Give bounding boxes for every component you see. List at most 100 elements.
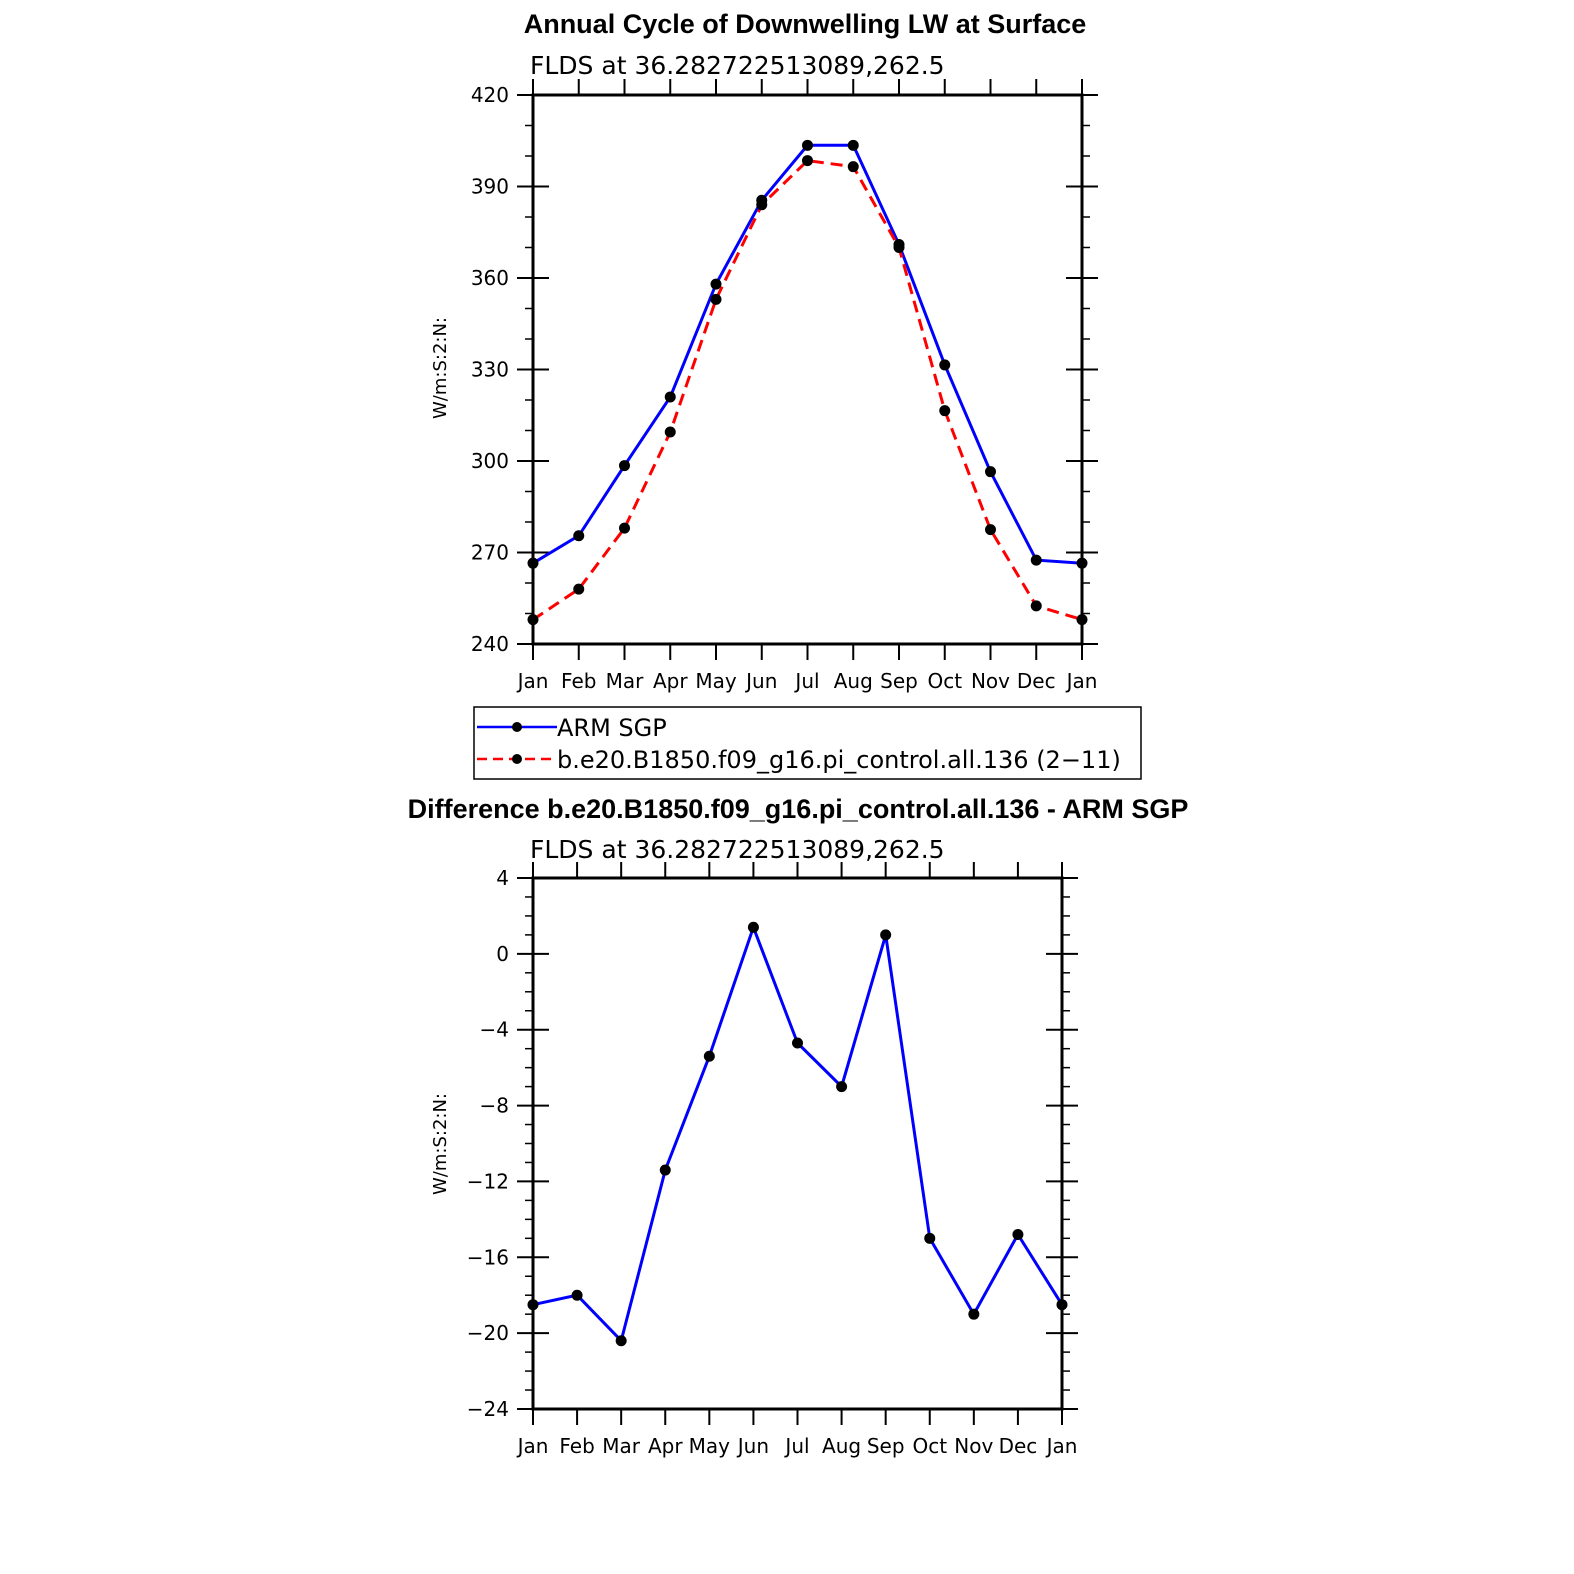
y-tick-label: 300 bbox=[471, 449, 509, 473]
y-tick-label: 4 bbox=[496, 866, 509, 890]
x-tick-label: Aug bbox=[822, 1434, 861, 1458]
x-tick-label: Oct bbox=[912, 1434, 947, 1458]
data-point bbox=[939, 359, 951, 371]
difference-chart: Difference b.e20.B1850.f09_g16.pi_contro… bbox=[408, 794, 1189, 1458]
x-tick-label: Jul bbox=[783, 1434, 809, 1458]
data-point bbox=[710, 293, 722, 305]
x-tick-label: Nov bbox=[954, 1434, 993, 1458]
x-tick-label: Mar bbox=[602, 1434, 641, 1458]
data-point bbox=[1076, 557, 1088, 569]
plot-border bbox=[531, 876, 1064, 1411]
y-tick-label: 330 bbox=[471, 358, 509, 382]
data-point bbox=[664, 426, 676, 438]
y-tick-label: 240 bbox=[471, 632, 509, 656]
data-point bbox=[802, 139, 813, 151]
y-tick-label: −8 bbox=[480, 1094, 509, 1118]
x-tick-label: Mar bbox=[606, 669, 645, 693]
chart-title: Annual Cycle of Downwelling LW at Surfac… bbox=[524, 9, 1087, 39]
x-tick-label: Sep bbox=[880, 669, 918, 693]
data-point bbox=[527, 1299, 539, 1311]
legend-box bbox=[473, 706, 1142, 780]
x-tick-label: Jan bbox=[1065, 669, 1098, 693]
chart-subtitle: FLDS at 36.282722513089,262.5 bbox=[530, 835, 945, 864]
data-point bbox=[619, 460, 630, 472]
x-tick-label: Feb bbox=[561, 669, 596, 693]
data-point bbox=[893, 242, 905, 253]
data-point bbox=[802, 155, 813, 167]
legend-label-arm-sgp: ARM SGP bbox=[557, 714, 667, 742]
x-tick-label: May bbox=[695, 669, 737, 693]
y-tick-label: −12 bbox=[467, 1169, 509, 1193]
x-tick-label: Dec bbox=[1017, 669, 1056, 693]
plot-frame: Jan Feb Mar Apr May Jun Jul Aug Sep Oct Nov Dec Jan 2… bbox=[471, 79, 1098, 693]
x-tick-label: Jun bbox=[744, 669, 777, 693]
data-point bbox=[836, 1081, 848, 1093]
series-line-0 bbox=[532, 143, 1083, 565]
data-point bbox=[939, 405, 951, 417]
data-point bbox=[1012, 1229, 1024, 1241]
y-axis-label: W/m:S:2:N: bbox=[430, 1093, 451, 1195]
data-point bbox=[880, 929, 892, 941]
data-point bbox=[527, 557, 539, 569]
x-tick-label: Jan bbox=[516, 1434, 549, 1458]
data-point bbox=[1030, 554, 1042, 566]
data-point bbox=[924, 1232, 936, 1244]
chart-subtitle: FLDS at 36.282722513089,262.5 bbox=[530, 51, 945, 80]
x-tick-label: Oct bbox=[927, 669, 962, 693]
y-tick-label: 420 bbox=[471, 83, 509, 107]
series-line-0 bbox=[532, 922, 1064, 1344]
data-point bbox=[985, 524, 996, 536]
x-tick-label: Jun bbox=[736, 1434, 769, 1458]
legend-marker-arm-sgp bbox=[512, 722, 522, 732]
data-point bbox=[571, 1289, 583, 1301]
x-tick-label: Apr bbox=[653, 669, 688, 693]
data-point bbox=[847, 161, 859, 173]
x-tick-label: May bbox=[689, 1434, 731, 1458]
y-tick-label: 270 bbox=[471, 541, 509, 565]
x-tick-label: Jan bbox=[516, 669, 549, 693]
data-point bbox=[710, 278, 722, 290]
x-tick-label: Feb bbox=[559, 1434, 594, 1458]
y-tick-label: 0 bbox=[496, 942, 509, 966]
data-point bbox=[619, 522, 630, 534]
y-tick-label: −16 bbox=[467, 1245, 509, 1269]
y-axis-label: W/m:S:2:N: bbox=[430, 317, 451, 419]
data-point bbox=[968, 1308, 980, 1320]
y-tick-label: −24 bbox=[467, 1397, 509, 1421]
legend-marker-model bbox=[512, 754, 522, 764]
data-point bbox=[847, 139, 859, 151]
data-point bbox=[1056, 1299, 1068, 1311]
legend-label-model: b.e20.B1850.f09_g16.pi_control.all.136 (… bbox=[557, 746, 1121, 774]
data-point bbox=[1076, 614, 1088, 626]
legend: ARM SGP b.e20.B1850.f09_g16.pi_control.a… bbox=[473, 706, 1142, 780]
data-point bbox=[659, 1164, 671, 1176]
data-point bbox=[985, 466, 996, 478]
x-tick-label: Dec bbox=[999, 1434, 1038, 1458]
data-point bbox=[756, 199, 768, 211]
data-point bbox=[792, 1037, 803, 1049]
y-tick-label: 390 bbox=[471, 175, 509, 199]
data-point bbox=[573, 583, 585, 595]
plot-border bbox=[531, 93, 1084, 646]
data-point bbox=[747, 921, 759, 933]
data-point bbox=[1030, 600, 1042, 612]
x-tick-label: Nov bbox=[971, 669, 1010, 693]
data-point bbox=[703, 1050, 715, 1062]
series-lines bbox=[527, 139, 1088, 626]
x-tick-label: Jan bbox=[1045, 1434, 1078, 1458]
plot-frame: Jan Feb Mar Apr May Jun Jul Aug Sep Oct Nov Dec Jan−… bbox=[467, 862, 1078, 1458]
x-tick-label: Aug bbox=[834, 669, 873, 693]
chart-title: Difference b.e20.B1850.f09_g16.pi_contro… bbox=[408, 794, 1189, 824]
series-lines bbox=[527, 921, 1068, 1347]
x-tick-label: Sep bbox=[867, 1434, 905, 1458]
y-tick-label: −20 bbox=[467, 1321, 509, 1345]
data-point bbox=[573, 530, 585, 542]
series-line-1 bbox=[532, 159, 1083, 622]
y-tick-label: −4 bbox=[480, 1018, 509, 1042]
data-point bbox=[527, 614, 539, 626]
annual-cycle-chart: Annual Cycle of Downwelling LW at Surfac… bbox=[430, 9, 1098, 693]
data-point bbox=[664, 391, 676, 403]
data-point bbox=[615, 1335, 627, 1347]
y-tick-label: 360 bbox=[471, 266, 509, 290]
